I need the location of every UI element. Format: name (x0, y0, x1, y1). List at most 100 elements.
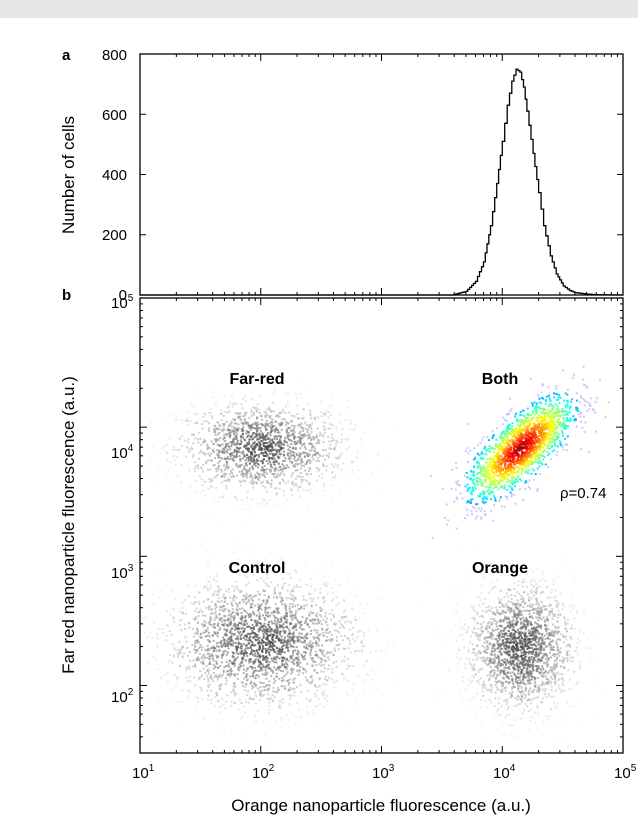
scatter-point (328, 664, 331, 667)
scatter-point (501, 475, 504, 478)
scatter-point (340, 433, 343, 436)
scatter-point (251, 466, 254, 469)
scatter-point (241, 520, 244, 523)
scatter-point (337, 602, 340, 605)
scatter-point (318, 475, 321, 478)
scatter-point (553, 442, 556, 445)
scatter-point (193, 467, 196, 470)
scatter-point (262, 437, 265, 440)
scatter-point (203, 512, 205, 515)
scatter-point (312, 664, 315, 667)
scatter-point (192, 659, 195, 662)
scatter-point (274, 430, 277, 433)
scatter-point (266, 490, 269, 493)
scatter-point (510, 427, 513, 430)
scatter-point (305, 462, 308, 465)
scatter-point (298, 708, 300, 711)
scatter-point (282, 447, 285, 449)
scatter-point (551, 408, 554, 411)
scatter-point (311, 446, 313, 449)
scatter-point (525, 452, 528, 455)
scatter-point (265, 460, 268, 462)
scatter-point (216, 678, 219, 681)
scatter-point (309, 488, 312, 491)
scatter-point (302, 417, 305, 419)
scatter-point (546, 395, 548, 398)
scatter-point (480, 474, 483, 477)
scatter-point (212, 556, 215, 559)
scatter-point (245, 595, 248, 598)
scatter-point (242, 453, 245, 456)
scatter-point (297, 457, 300, 460)
scatter-point (240, 645, 243, 648)
scatter-point (293, 586, 296, 589)
scatter-point (252, 686, 255, 689)
scatter-point (257, 427, 260, 429)
scatter-point (229, 452, 232, 455)
scatter-point (221, 474, 223, 477)
scatter-point (332, 447, 335, 450)
scatter-point (513, 442, 516, 445)
scatter-point (259, 434, 262, 437)
scatter-point (322, 597, 325, 600)
scatter-point (528, 421, 531, 424)
scatter-point (264, 609, 267, 611)
scatter-point (241, 649, 243, 652)
scatter-point (215, 439, 218, 442)
scatter-point (294, 598, 297, 600)
scatter-point (535, 428, 538, 431)
scatter-point (298, 432, 301, 435)
scatter-point (492, 458, 495, 461)
scatter-point (282, 454, 285, 457)
scatter-point (254, 464, 257, 467)
scatter-point (477, 495, 480, 498)
scatter-point (281, 685, 284, 688)
scatter-point (299, 485, 302, 488)
scatter-point (210, 646, 213, 649)
scatter-point (523, 461, 526, 464)
scatter-point (217, 455, 220, 458)
scatter-point (278, 411, 281, 414)
scatter-point (239, 484, 242, 487)
scatter-point (503, 458, 506, 460)
scatter-point (342, 462, 345, 465)
scatter-point (565, 406, 567, 409)
scatter-point (207, 469, 210, 471)
scatter-point (260, 423, 263, 425)
scatter-point (246, 626, 249, 628)
scatter-point (483, 470, 486, 473)
scatter-point (574, 418, 577, 421)
scatter-point (520, 419, 523, 421)
scatter-point (259, 699, 261, 701)
scatter-point (275, 475, 278, 478)
scatter-point (355, 506, 358, 509)
scatter-point (253, 463, 256, 466)
scatter-point (228, 641, 230, 644)
scatter-point (533, 401, 536, 404)
scatter-point (261, 626, 264, 629)
scatter-point (516, 448, 519, 451)
scatter-point (235, 453, 238, 456)
scatter-point (541, 423, 544, 426)
scatter-point (310, 657, 313, 659)
scatter-point (487, 488, 490, 491)
scatter-point (159, 676, 162, 679)
scatter-point (494, 497, 497, 500)
scatter-point (511, 435, 514, 438)
scatter-point (479, 492, 482, 495)
scatter-point (294, 469, 297, 472)
scatter-point (555, 431, 558, 434)
scatter-point (287, 480, 290, 483)
scatter-point (304, 445, 307, 448)
scatter-point (227, 647, 230, 650)
scatter-point (183, 439, 186, 442)
scatter-point (317, 441, 320, 444)
scatter-point (531, 428, 534, 431)
scatter-point (151, 637, 154, 640)
scatter-point (307, 426, 310, 429)
scatter-point (518, 435, 521, 438)
scatter-point (269, 499, 271, 501)
scatter-point (211, 479, 214, 481)
scatter-point (490, 447, 493, 450)
scatter-point (504, 462, 507, 465)
